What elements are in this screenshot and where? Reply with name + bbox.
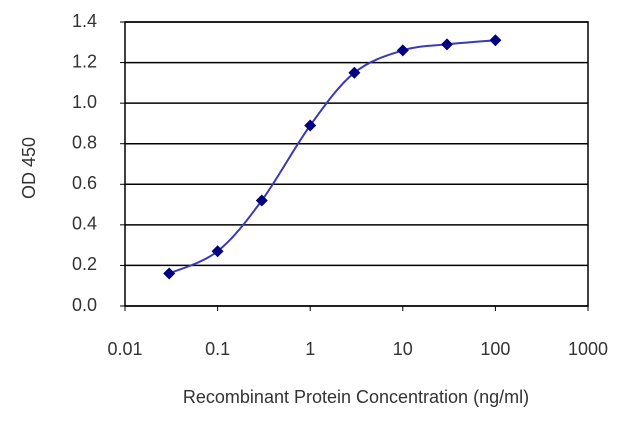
y-tick-label: 1.0 bbox=[72, 92, 97, 112]
x-tick-label: 0.1 bbox=[205, 339, 230, 359]
y-tick-label: 0.2 bbox=[72, 254, 97, 274]
data-point bbox=[163, 267, 176, 280]
data-point bbox=[396, 44, 409, 57]
x-tick-label: 10 bbox=[393, 339, 413, 359]
x-tick-label: 1 bbox=[305, 339, 315, 359]
curve bbox=[168, 39, 496, 275]
y-tick-label: 1.2 bbox=[72, 51, 97, 71]
data-point bbox=[440, 38, 453, 51]
y-tick-label: 0.4 bbox=[72, 214, 97, 234]
y-tick-label: 1.4 bbox=[72, 11, 97, 31]
y-tick-label: 0.0 bbox=[72, 295, 97, 315]
y-tick-label: 0.8 bbox=[72, 132, 97, 152]
data-point bbox=[255, 194, 268, 207]
x-tick-label: 1000 bbox=[568, 339, 608, 359]
y-tick-label: 0.6 bbox=[72, 173, 97, 193]
data-point bbox=[348, 66, 361, 79]
data-point bbox=[211, 245, 224, 258]
data-point bbox=[489, 34, 502, 47]
x-axis-label: Recombinant Protein Concentration (ng/ml… bbox=[183, 387, 529, 407]
x-tick-label: 100 bbox=[480, 339, 510, 359]
x-tick-label: 0.01 bbox=[107, 339, 142, 359]
y-axis-label: OD 450 bbox=[19, 137, 39, 199]
data-point bbox=[304, 119, 317, 132]
